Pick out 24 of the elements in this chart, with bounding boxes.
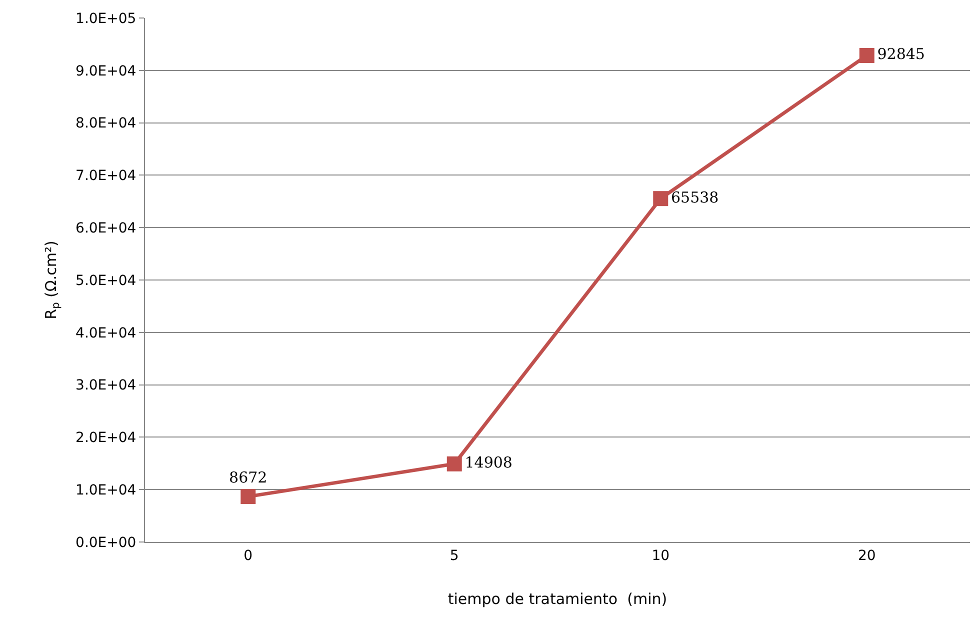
x-tick-label: 10	[652, 548, 670, 564]
y-tick-label: 8.0E+04	[76, 116, 136, 132]
x-tick-label: 20	[858, 548, 876, 564]
data-label: 8672	[229, 468, 268, 486]
point	[859, 48, 874, 63]
data-label: 65538	[671, 188, 719, 206]
point	[446, 456, 462, 472]
y-tick-label: 1.0E+04	[76, 482, 136, 498]
x-tick-label: 0	[244, 548, 253, 564]
y-tick-label: 3.0E+04	[76, 378, 136, 394]
data-label: 14908	[464, 454, 512, 472]
y-tick-label: 7.0E+04	[76, 168, 136, 184]
y-tick-label: 5.0E+04	[76, 272, 136, 289]
data-label: 92845	[877, 45, 925, 64]
y-tick-label: 4.0E+04	[76, 325, 136, 342]
y-tick-label: 1.0E+05	[76, 10, 136, 27]
y-tick-label: 2.0E+04	[76, 430, 136, 446]
y-tick-label: 9.0E+04	[76, 63, 136, 80]
x-tick-label: 5	[450, 548, 459, 564]
point	[240, 489, 256, 504]
x-axis-title: tiempo de tratamiento (min)	[448, 590, 668, 608]
y-tick-label: 6.0E+04	[76, 220, 136, 236]
y-tick-label: 0.0E+00	[76, 534, 136, 551]
point	[653, 191, 668, 206]
